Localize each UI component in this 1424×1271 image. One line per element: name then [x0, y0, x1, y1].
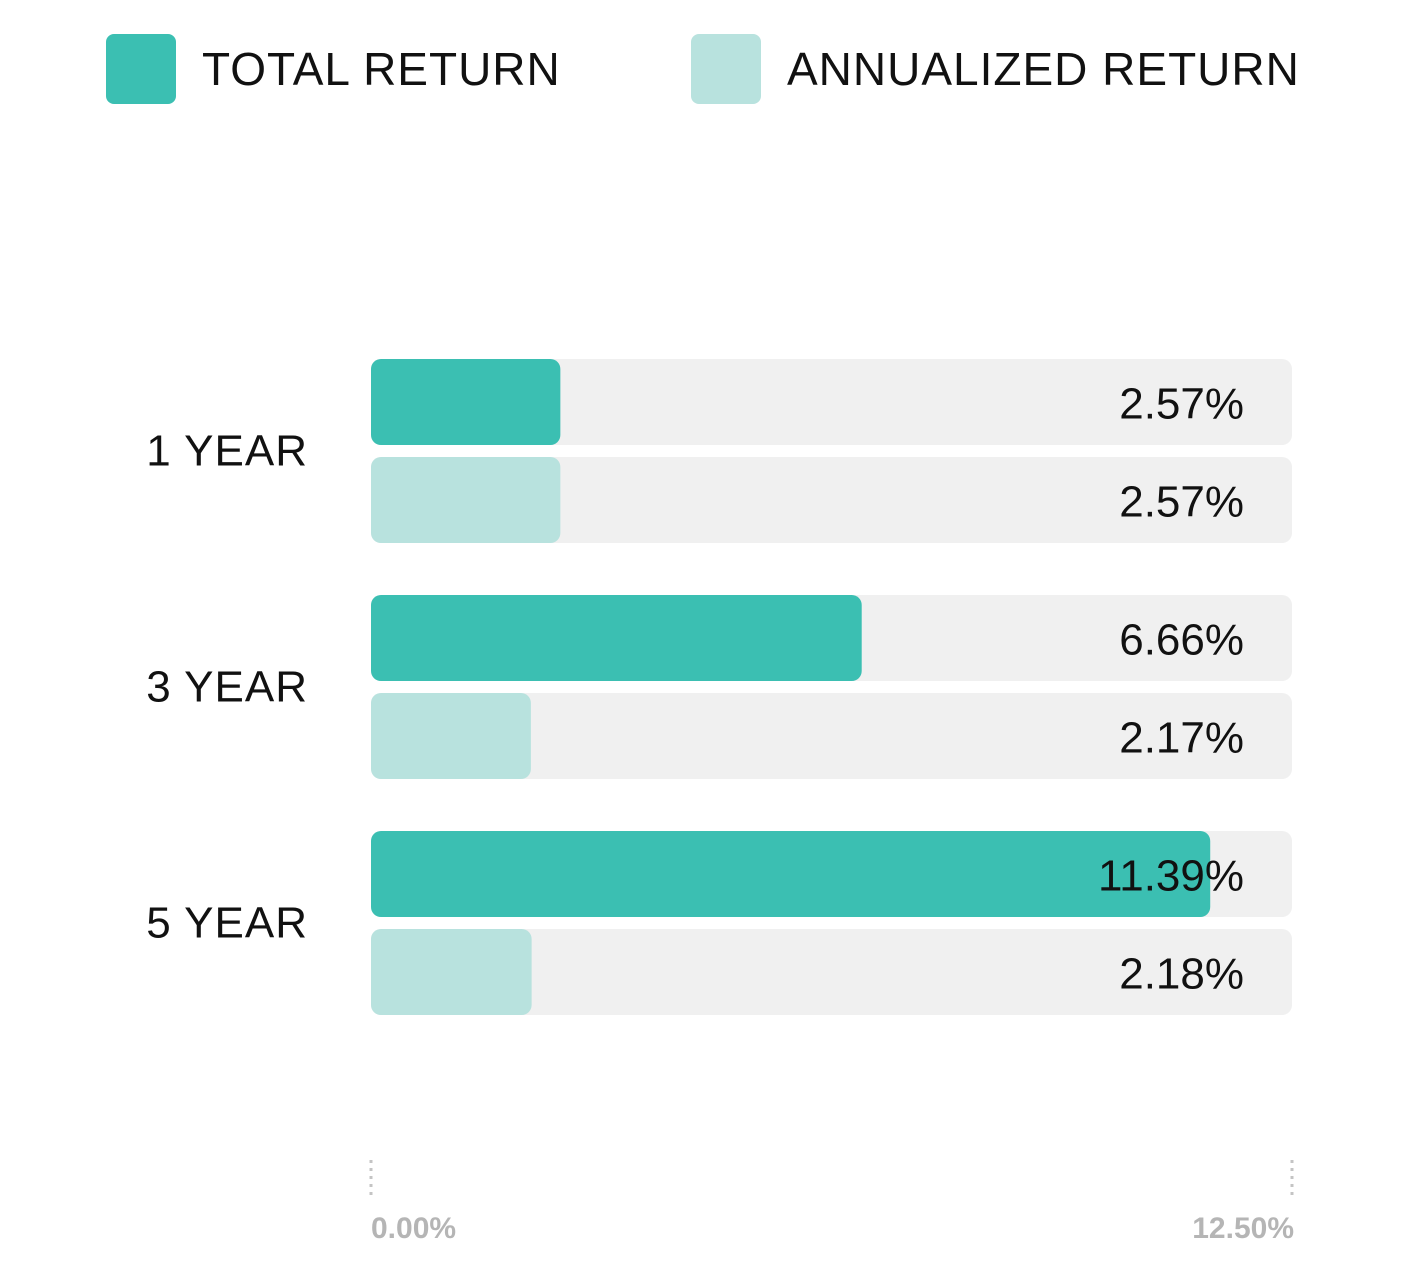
bar-3-year-total-return — [371, 595, 862, 681]
axis-label-min: 0.00% — [371, 1212, 456, 1245]
bar-3-year-annualized-return — [371, 693, 531, 779]
bar-track-1-year-annualized-return — [371, 457, 1292, 543]
value-label-3-year-total-return: 6.66% — [1119, 616, 1244, 665]
axis-label-max: 12.50% — [1192, 1212, 1294, 1245]
bar-track-5-year-annualized-return — [371, 929, 1292, 1015]
bar-1-year-total-return — [371, 359, 561, 445]
legend-swatch-total-return — [106, 34, 176, 104]
bar-5-year-total-return — [371, 831, 1211, 917]
value-label-1-year-total-return: 2.57% — [1119, 380, 1244, 429]
category-label-1-year: 1 YEAR — [146, 427, 308, 476]
category-label-3-year: 3 YEAR — [146, 663, 308, 712]
value-label-5-year-total-return: 11.39% — [1098, 852, 1244, 901]
bar-track-1-year-total-return — [371, 359, 1292, 445]
value-label-3-year-annualized-return: 2.17% — [1119, 714, 1244, 763]
bar-1-year-annualized-return — [371, 457, 561, 543]
legend-label-annualized-return: ANNUALIZED RETURN — [787, 43, 1300, 95]
legend-item-annualized-return: ANNUALIZED RETURN — [691, 34, 1300, 104]
value-label-1-year-annualized-return: 2.57% — [1119, 478, 1244, 527]
bar-track-3-year-annualized-return — [371, 693, 1292, 779]
legend-swatch-annualized-return — [691, 34, 761, 104]
category-label-5-year: 5 YEAR — [146, 899, 308, 948]
legend-label-total-return: TOTAL RETURN — [202, 43, 561, 95]
legend-item-total-return: TOTAL RETURN — [106, 34, 561, 104]
value-label-5-year-annualized-return: 2.18% — [1119, 950, 1244, 999]
bar-5-year-annualized-return — [371, 929, 532, 1015]
